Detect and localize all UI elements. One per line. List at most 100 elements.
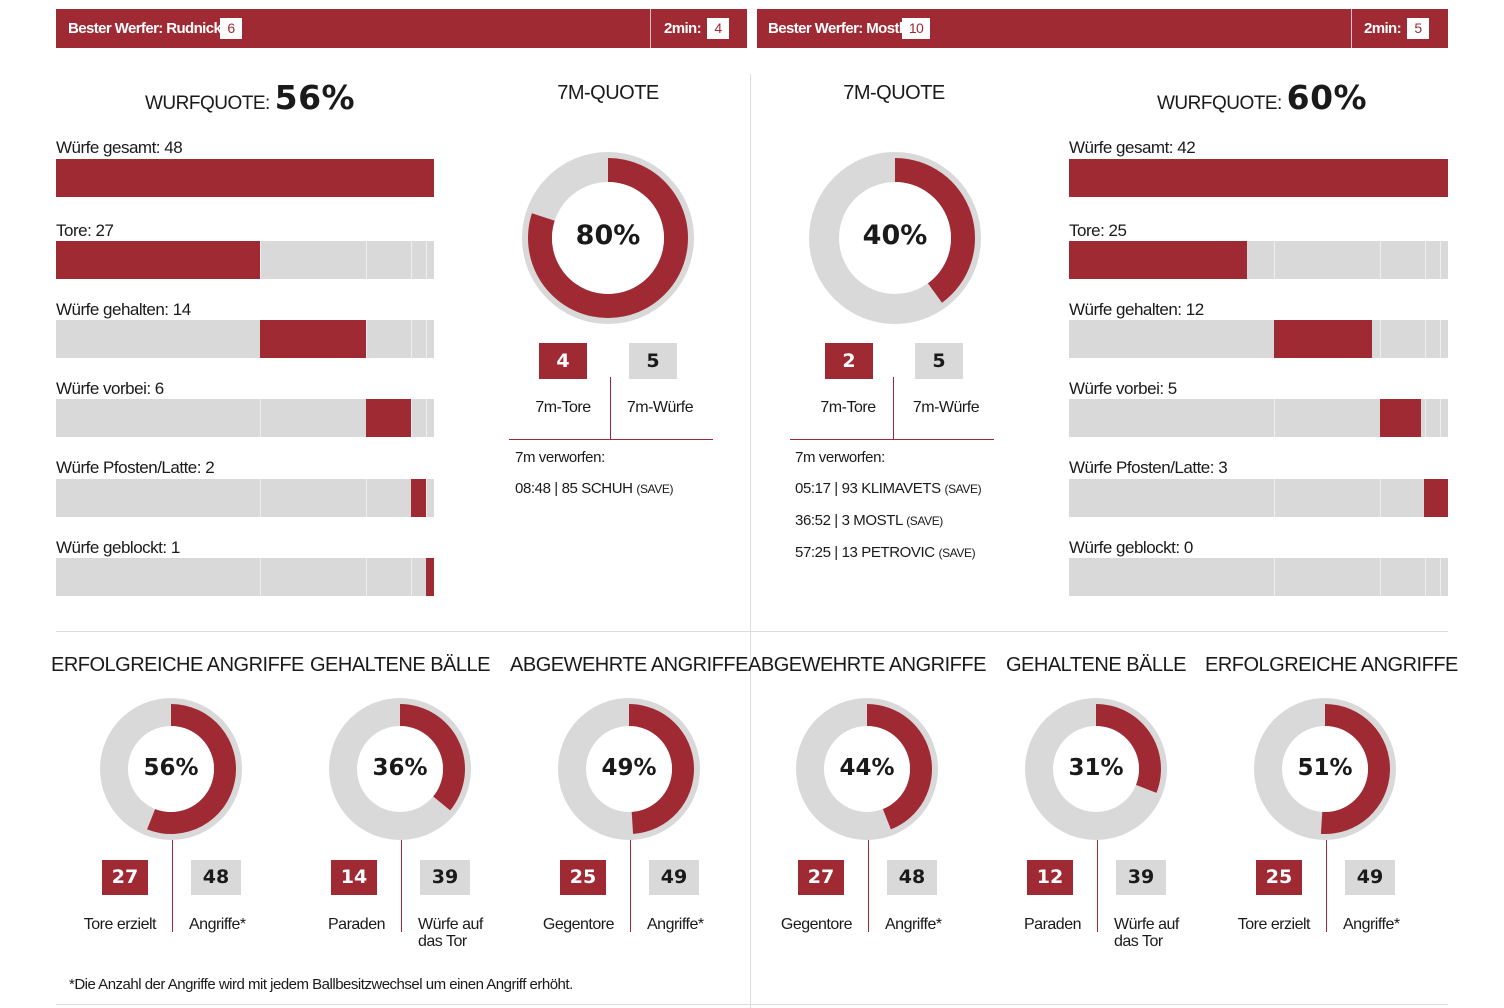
donut-percent: 51% <box>1297 755 1353 781</box>
bar-track <box>56 399 434 437</box>
bar-segment-tick <box>426 241 428 279</box>
bar-label: Würfe vorbei: 6 <box>56 379 164 398</box>
stat-value-a: 25 <box>560 860 606 895</box>
donut-arc <box>629 704 694 834</box>
missed-entry-text: 36:52 | 3 MOSTL <box>795 512 903 529</box>
bar-fill <box>365 399 412 437</box>
bar-track <box>1069 241 1448 279</box>
stat-label-b: Angriffe* <box>647 916 704 933</box>
bar-segment-tick <box>260 399 262 437</box>
stat-vline <box>1326 840 1327 932</box>
two-min-value: 5 <box>1407 18 1429 39</box>
two-min-label: 2min: <box>1364 20 1402 37</box>
donut-hole <box>552 182 664 294</box>
seven-m-attempts-label: 7m-Würfe <box>912 399 980 416</box>
seven-m-donut: 40% <box>809 152 981 324</box>
stat-value-b: 39 <box>420 860 470 895</box>
donut-svg <box>100 698 242 840</box>
donut-hole <box>357 726 443 812</box>
seven-m-attempts-label: 7m-Würfe <box>626 399 694 416</box>
bar-segment-tick <box>411 241 413 279</box>
bar-track <box>56 558 434 596</box>
footnote: *Die Anzahl der Angriffe wird mit jedem … <box>69 976 573 993</box>
header-separator <box>650 9 651 48</box>
right-wurfquote: WURFQUOTE: 60% <box>1157 78 1367 117</box>
stat-title: GEHALTENE BÄLLE <box>1006 654 1186 676</box>
bar-segment-tick <box>365 320 367 358</box>
missed-entry: 57:25 | 13 PETROVIC (SAVE) <box>795 544 976 561</box>
donut-hole <box>128 726 214 812</box>
bar-label: Würfe gesamt: 42 <box>1069 138 1196 157</box>
wurfquote-label: WURFQUOTE: <box>1157 93 1282 114</box>
donut-percent: 80% <box>575 220 641 251</box>
donut-hole <box>824 726 910 812</box>
missed-entry-tag: (SAVE) <box>906 514 943 528</box>
donut-svg <box>809 152 981 324</box>
donut-hole <box>1282 726 1368 812</box>
bar-label: Würfe gesamt: 48 <box>56 138 183 157</box>
seven-m-hline <box>790 439 994 440</box>
missed-entry: 36:52 | 3 MOSTL (SAVE) <box>795 512 943 529</box>
stat-vline <box>1097 840 1098 932</box>
bar-track <box>1069 159 1448 197</box>
bar-label: Würfe gehalten: 14 <box>56 300 191 319</box>
bar-label: Würfe Pfosten/Latte: 2 <box>56 458 215 477</box>
donut-svg <box>1025 698 1167 840</box>
bar-segment-tick <box>1440 320 1442 358</box>
stat-label-a: Gegentore <box>542 916 615 933</box>
bar-track <box>1069 399 1448 437</box>
donut-arc <box>1320 704 1390 834</box>
stat-label-a: Gegentore <box>780 916 853 933</box>
donut-percent: 40% <box>862 220 928 251</box>
donut-arc <box>895 158 975 303</box>
seven-m-vline <box>893 377 894 439</box>
bar-fill <box>260 320 366 358</box>
stat-label-a: Paraden <box>328 916 386 933</box>
section-divider <box>56 631 1448 632</box>
best-thrower-value: 6 <box>220 18 242 39</box>
donut-percent: 56% <box>143 755 199 781</box>
bar-fill <box>1069 241 1248 279</box>
donut-arc <box>528 158 688 318</box>
best-thrower-label: Bester Werfer: Rudnicki <box>68 20 225 37</box>
bar-segment-tick <box>365 241 367 279</box>
bar-track <box>56 479 434 517</box>
bar-segment-tick <box>1440 399 1442 437</box>
bar-fill <box>1273 320 1373 358</box>
stat-value-a: 14 <box>331 860 377 895</box>
stat-donut: 36% <box>329 698 471 840</box>
bar-segment-tick <box>260 558 262 596</box>
wurfquote-value: 60% <box>1286 78 1368 117</box>
stat-label-b: Angriffe* <box>1343 916 1400 933</box>
bar-track <box>56 159 434 197</box>
donut-svg <box>329 698 471 840</box>
bar-segment-tick <box>1273 399 1275 437</box>
seven-m-goals: 2 <box>825 343 873 379</box>
bar-segment-tick <box>365 479 367 517</box>
stat-donut: 44% <box>796 698 938 840</box>
bar-fill <box>411 479 427 517</box>
bar-segment-tick <box>1425 558 1427 596</box>
stat-value-b: 49 <box>1345 860 1395 895</box>
donut-arc <box>1096 704 1161 793</box>
bar-segment-tick <box>260 241 262 279</box>
bar-label: Würfe gehalten: 12 <box>1069 300 1204 319</box>
bar-segment-tick <box>411 399 413 437</box>
stat-label-b: Würfe auf das Tor <box>1114 916 1179 950</box>
bar-fill <box>1069 159 1448 197</box>
bar-segment-tick <box>1440 558 1442 596</box>
bar-label: Würfe Pfosten/Latte: 3 <box>1069 458 1228 477</box>
missed-entry: 05:17 | 93 KLIMAVETS (SAVE) <box>795 480 982 497</box>
seven-m-attempts: 5 <box>629 343 677 379</box>
donut-percent: 31% <box>1068 755 1124 781</box>
seven-m-attempts: 5 <box>915 343 963 379</box>
bar-fill <box>426 558 434 596</box>
missed-entry: 08:48 | 85 SCHUH (SAVE) <box>515 480 673 497</box>
stat-label-a: Tore erzielt <box>83 916 157 933</box>
missed-entry-tag: (SAVE) <box>636 482 674 496</box>
bar-segment-tick <box>1379 320 1381 358</box>
donut-svg <box>796 698 938 840</box>
wurfquote-value: 56% <box>274 78 356 117</box>
center-divider <box>750 74 751 1008</box>
stat-title: ABGEWEHRTE ANGRIFFE <box>748 654 986 676</box>
